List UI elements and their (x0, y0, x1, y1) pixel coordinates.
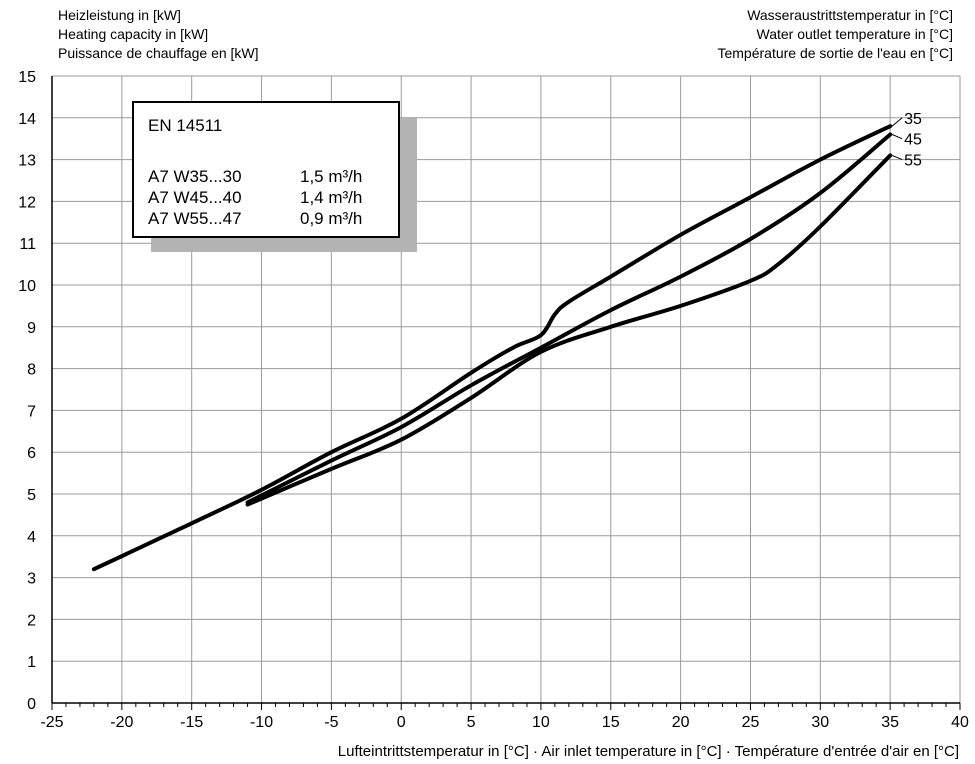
x-tick-label-5: 0 (397, 714, 406, 731)
y-tick-label-3: 3 (27, 571, 36, 588)
x-tick-label-2: -15 (180, 714, 203, 731)
x-tick-label-10: 25 (742, 714, 760, 731)
y-axis-title-line-3: Puissance de chauffage en [kW] (58, 45, 259, 61)
x-tick-label-6: 5 (467, 714, 476, 731)
axes (51, 76, 961, 710)
x-tick-label-3: -10 (250, 714, 273, 731)
y-tick-label-11: 11 (19, 236, 36, 253)
info-box-row-2-value: 1,4 m³/h (300, 188, 362, 207)
info-box-title: EN 14511 (148, 116, 222, 135)
info-box-row-2-label: A7 W45...40 (148, 188, 242, 207)
y-tick-label-9: 9 (27, 320, 36, 337)
series-line-55 (245, 153, 893, 507)
y-tick-label-13: 13 (18, 153, 36, 170)
y-tick-label-14: 14 (18, 111, 36, 128)
info-box-row-1-label: A7 W35...30 (148, 167, 242, 186)
series-leader-35 (891, 117, 903, 127)
y-tick-label-8: 8 (27, 362, 36, 379)
y-tick-label-2: 2 (27, 612, 36, 629)
info-box-row-3-value: 0,9 m³/h (300, 209, 362, 228)
series-line-45 (245, 132, 893, 505)
info-box: EN 14511 A7 W35...30 1,5 m³/h A7 W45...4… (132, 101, 417, 252)
x-tick-label-12: 35 (881, 714, 899, 731)
x-tick-label-13: 40 (951, 714, 969, 731)
series-lines (91, 124, 893, 572)
info-box-row-3-label: A7 W55...47 (148, 209, 242, 228)
x-tick-label-0: -25 (40, 714, 63, 731)
y-axis-title-line-1: Heizleistung in [kW] (58, 7, 181, 23)
y-tick-label-0: 0 (27, 696, 36, 713)
series-leader-45 (891, 134, 903, 140)
x-tick-label-7: 10 (532, 714, 550, 731)
legend-title-line-1: Wasseraustrittstemperatur in [°C] (747, 7, 953, 23)
y-tick-label-5: 5 (27, 487, 36, 504)
y-tick-label-12: 12 (18, 194, 36, 211)
y-tick-label-7: 7 (27, 403, 36, 420)
info-box-frame (132, 101, 400, 238)
x-tick-label-9: 20 (672, 714, 690, 731)
series-leader-55 (891, 154, 903, 161)
series-label-35: 35 (904, 111, 922, 128)
x-axis-title: Lufteintrittstemperatur in [°C] · Air in… (338, 743, 959, 760)
y-tick-label-10: 10 (18, 278, 36, 295)
labels: -25 -20 -15 -10 -5 0 5 10 15 20 25 30 35 400123456789… (18, 69, 969, 731)
info-box-row-1-value: 1,5 m³/h (300, 167, 362, 186)
y-tick-label-4: 4 (27, 529, 36, 546)
x-tick-label-1: -20 (110, 714, 133, 731)
x-tick-label-4: -5 (324, 714, 338, 731)
x-tick-label-11: 30 (811, 714, 829, 731)
y-tick-label-15: 15 (18, 69, 36, 86)
series-label-55: 55 (904, 153, 922, 170)
x-tick-label-8: 15 (602, 714, 620, 731)
y-tick-label-1: 1 (27, 654, 36, 671)
legend-title-line-3: Température de sortie de l'eau en [°C] (717, 45, 953, 61)
series-line-35 (91, 124, 893, 572)
legend-title-line-2: Water outlet temperature in [°C] (757, 26, 954, 42)
y-tick-label-6: 6 (27, 445, 36, 462)
y-axis-title-line-2: Heating capacity in [kW] (58, 26, 208, 42)
series-label-45: 45 (904, 132, 922, 149)
